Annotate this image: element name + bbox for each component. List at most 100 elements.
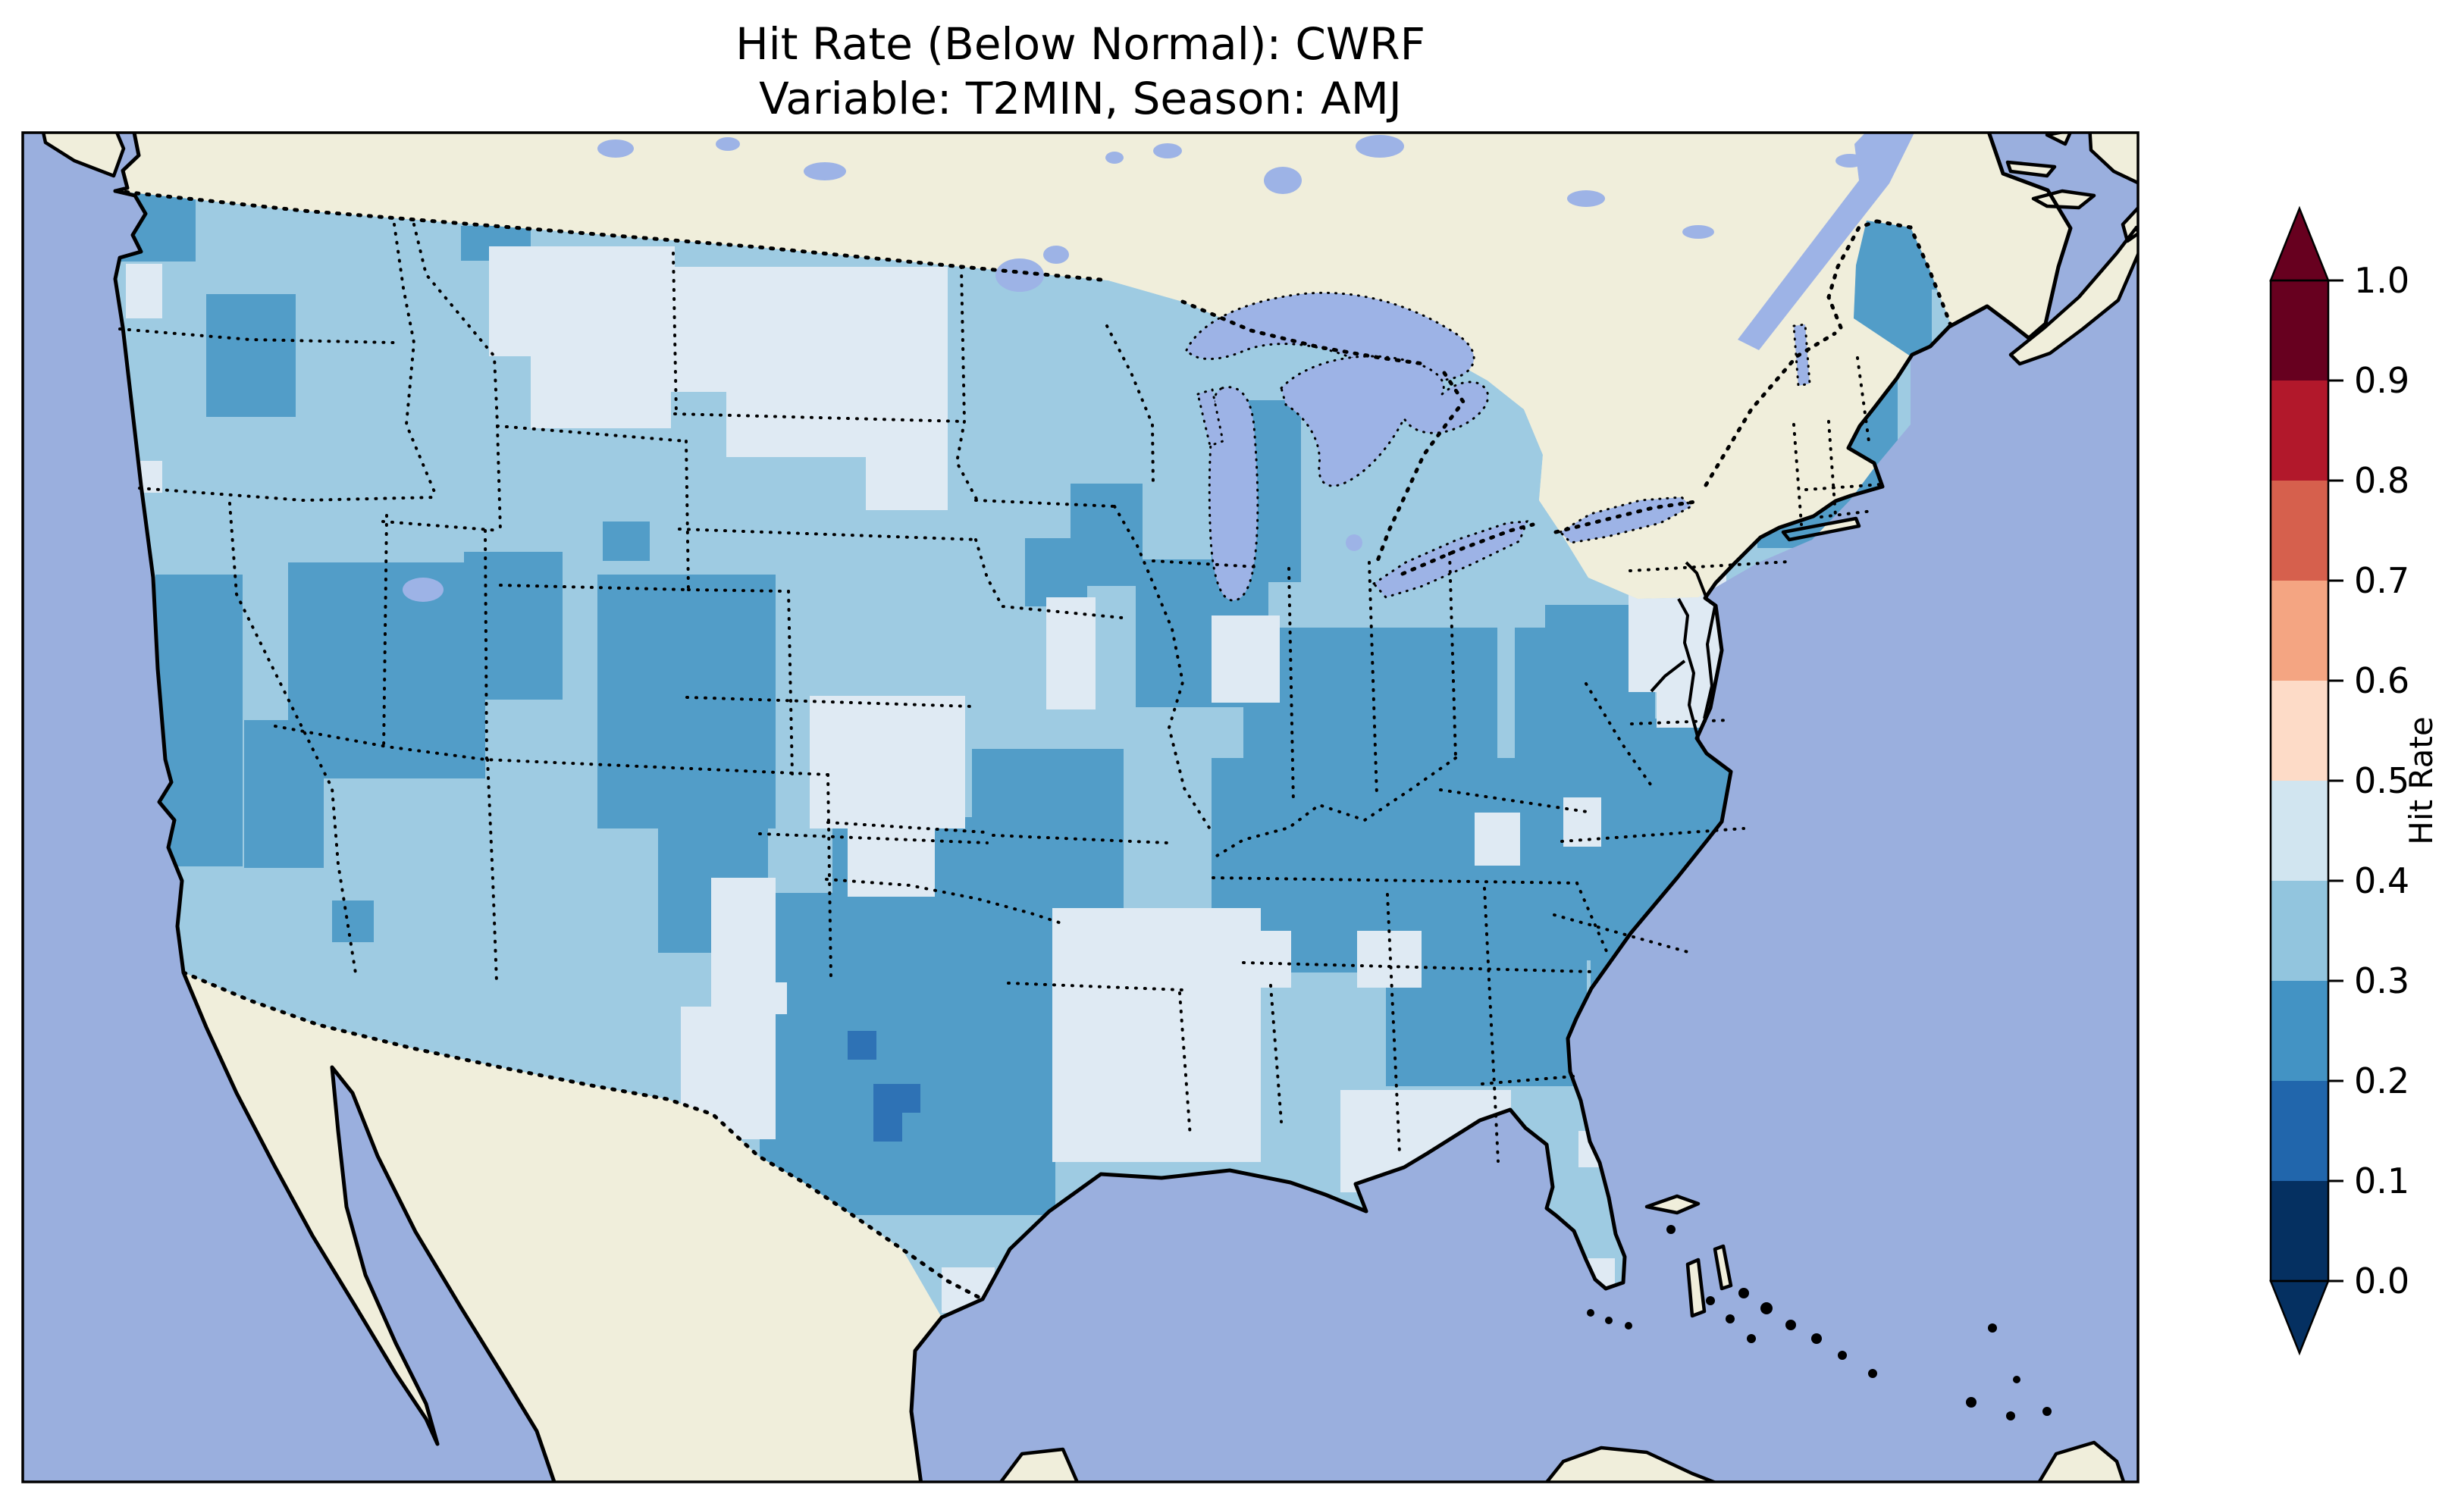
state-border [1804,483,1883,491]
grid-cell [760,893,1055,1215]
state-border [138,487,437,503]
small-lake [1567,190,1605,207]
islet-dot [1738,1288,1749,1298]
state-border [1212,756,1457,860]
grid-cell [848,802,935,897]
island [43,133,124,176]
plot-title-line1: Hit Rate (Below Normal): CWRF [735,18,1425,70]
state-border [974,538,1124,619]
state-border [1553,913,1692,954]
colorbar-extend-over-arrow [2269,205,2330,282]
colorbar-tick-label: 0.2 [2354,1060,2409,1101]
state-border [1820,509,1874,518]
colorbar-bin-0.6-0.7 [2271,581,2328,681]
lake [1738,133,1915,350]
estuary-line [1685,561,1709,601]
state-border [992,834,1169,844]
islet-dot [1988,1323,1997,1333]
islet-dot [1838,1351,1847,1360]
state-border [1242,961,1594,973]
grid-cell [464,552,563,700]
grid-cell [531,345,671,428]
state-border [1629,560,1791,572]
state-border [496,424,502,532]
plot-title-line2: Variable: T2MIN, Season: AMJ [759,73,1402,124]
island-coastline [41,133,126,178]
state-border [1827,420,1837,517]
state-border [758,832,989,844]
colorbar-tick-label: 0.8 [2354,460,2409,501]
state-border [687,588,790,593]
lake [1372,520,1529,599]
state-border [1585,682,1656,791]
lake [1196,388,1224,447]
island-coastline [2005,160,2057,178]
island-coastline [1544,1445,1719,1482]
islet-dot [1760,1302,1773,1314]
country-border [1826,219,1879,330]
state-border [672,252,678,417]
islet-dot [1966,1397,1977,1408]
state-border [1630,719,1732,725]
islet-dot [1868,1369,1877,1378]
state-border [1856,356,1871,449]
state-border [1560,827,1745,843]
country-border [181,970,985,1301]
island-dots [1587,1225,2052,1420]
country-border [1704,331,1837,487]
colorbar: 1.0 0.9 0.8 0.7 0.6 0.5 0.4 0.3 0.2 0.1 0.0 Hit Ra… [2269,205,2440,1356]
state-border [381,520,502,532]
colorbar-tick-label: 0.4 [2354,860,2409,901]
colorbar-tick-label: 0.6 [2354,660,2409,701]
state-border [486,758,498,983]
grid-cell [755,982,787,1014]
colorbar-bin-0.1-0.2 [2271,1081,2328,1181]
map-frame [21,131,2140,1483]
country-border [113,189,1111,283]
islet-dot [2042,1407,2052,1416]
grid-cell [848,1031,876,1060]
colorbar-tick-label: 0.3 [2354,960,2409,1001]
small-lake [1356,135,1404,158]
colorbar-bin-0.4-0.5 [2271,781,2328,881]
colorbar-extend-under-arrow [2269,1279,2330,1356]
country-border [1875,219,1954,330]
small-lake [1835,154,1864,168]
colorbar-ticks: 1.0 0.9 0.8 0.7 0.6 0.5 0.4 0.3 0.2 0.1 0.0 [2328,260,2409,1301]
state-border [1152,559,1260,568]
map-area [23,133,2138,1482]
island-coastline [2037,1440,2126,1482]
small-lake [716,137,740,151]
small-lakes [403,135,1864,602]
grid-cell [603,521,650,561]
state-border [118,327,396,344]
colorbar-bin-0.0-0.1 [2271,1181,2328,1281]
lake [1792,323,1811,387]
island-coastline [2045,133,2073,146]
state-border [393,223,438,499]
islet-dot [1785,1320,1796,1330]
lake [1280,355,1490,487]
colorbar-bin-0.3-0.4 [2271,881,2328,981]
colorbar-bin-0.2-0.3 [2271,981,2328,1081]
state-border [412,223,499,426]
state-border [955,265,980,503]
grid-cell [206,294,296,417]
small-lake [1682,225,1714,239]
grid-cell [1475,813,1520,866]
colorbar-bin-0.9-1.0 [2271,280,2328,381]
state-border [382,514,388,752]
colorbar-tick-label: 0.1 [2354,1160,2409,1201]
state-border [484,529,488,761]
colorbar-bin-0.7-0.8 [2271,481,2328,581]
grid-cell [873,1084,920,1113]
state-border [685,440,690,591]
great-lakes [1185,133,1915,602]
state-border [1178,991,1192,1139]
colorbar-segments [2269,205,2330,1356]
small-lake [1153,143,1182,158]
grid-cell [126,264,162,318]
coastline [113,133,2073,1482]
islet-dot [1811,1333,1822,1344]
